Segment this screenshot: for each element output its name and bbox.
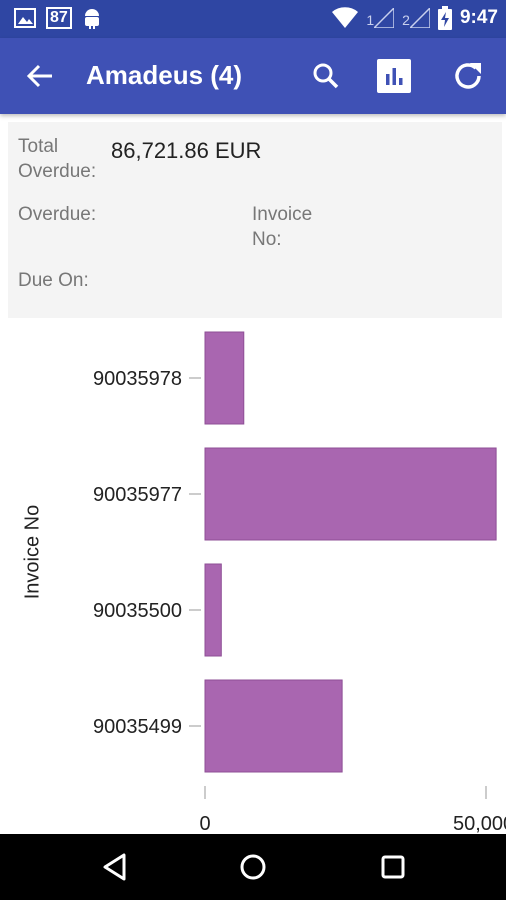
search-button[interactable] <box>308 58 344 94</box>
image-icon <box>14 8 36 28</box>
signal-icon <box>374 8 395 28</box>
y-tick-label: 90035977 <box>93 484 182 506</box>
sim2-label: 2 <box>402 12 410 28</box>
home-circle-icon[interactable] <box>236 850 270 884</box>
y-tick-label: 90035499 <box>93 716 182 738</box>
search-icon <box>313 63 339 89</box>
invoice-summary-panel: Total Overdue: 86,721.86 EUR Overdue: In… <box>8 122 502 318</box>
back-triangle-icon[interactable] <box>98 850 132 884</box>
due-on-label: Due On: <box>18 270 89 291</box>
battery-charging-icon <box>437 6 452 30</box>
bar-chart-icon <box>377 59 411 93</box>
bar <box>204 447 497 541</box>
signal-icon <box>409 8 430 28</box>
navigation-bar <box>0 834 506 900</box>
y-tick-label: 90035500 <box>93 600 182 622</box>
total-overdue-label: Total Overdue: <box>18 136 97 182</box>
sim1-label: 1 <box>366 12 375 28</box>
recents-square-icon[interactable] <box>376 850 410 884</box>
total-overdue-value: 86,721.86 EUR <box>111 138 262 163</box>
invoice-bar-chart: 90035978 90035977 90035500 90035499 0 50,000 <box>8 322 506 834</box>
app-bar: Amadeus (4) <box>0 38 506 114</box>
invoice-no-label: Invoice No: <box>252 204 313 250</box>
refresh-icon <box>455 63 481 89</box>
overdue-label: Overdue: <box>18 204 97 225</box>
android-icon <box>84 9 99 29</box>
wifi-icon <box>332 7 359 29</box>
chart-view-button[interactable] <box>376 58 412 94</box>
bar <box>204 331 245 425</box>
refresh-button[interactable] <box>450 58 486 94</box>
bar <box>204 563 222 657</box>
notification-count-badge: 87 <box>46 7 72 29</box>
status-bar: 87 1 2 9:47 <box>0 0 506 38</box>
bar-chart-svg: 90035978 90035977 90035500 90035499 0 50,000 <box>93 331 506 834</box>
back-arrow-icon[interactable] <box>24 60 56 92</box>
y-tick-label: 90035978 <box>93 368 182 390</box>
clock: 9:47 <box>459 7 498 28</box>
x-tick-label: 50,000 <box>453 813 506 834</box>
y-axis-label: Invoice No <box>21 504 44 600</box>
bar <box>204 679 343 773</box>
x-tick-label: 0 <box>199 813 210 834</box>
page-title: Amadeus (4) <box>86 60 243 90</box>
